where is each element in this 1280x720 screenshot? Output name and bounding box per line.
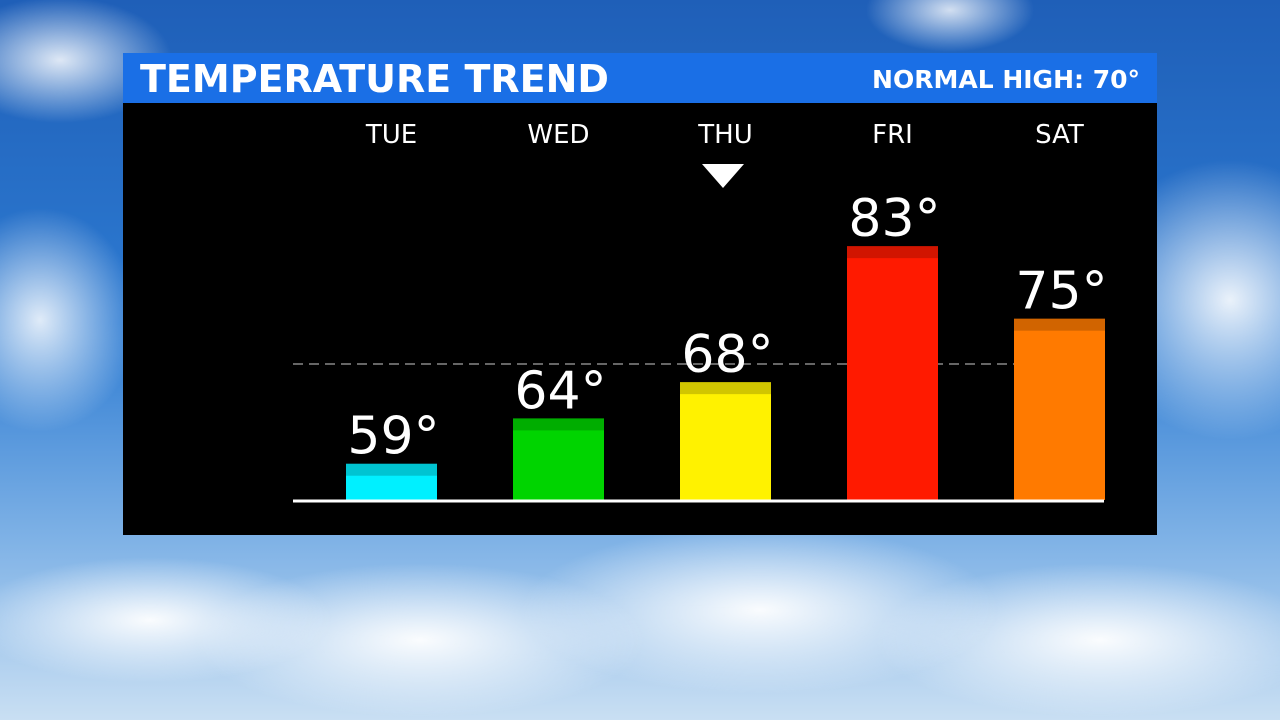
x-tick-label: THU bbox=[697, 120, 752, 150]
x-tick-label: FRI bbox=[872, 120, 913, 150]
bar bbox=[680, 382, 771, 500]
value-label: 64° bbox=[514, 361, 606, 421]
x-tick-label: TUE bbox=[365, 120, 417, 150]
value-label: 83° bbox=[848, 189, 940, 249]
bar-cap bbox=[346, 463, 437, 476]
value-label: 59° bbox=[347, 407, 439, 467]
value-label: 68° bbox=[681, 325, 773, 385]
current-day-marker bbox=[702, 164, 744, 188]
x-tick-label: WED bbox=[527, 120, 589, 150]
bar bbox=[346, 463, 437, 500]
bar bbox=[847, 246, 938, 500]
bar-cap bbox=[513, 418, 604, 431]
value-label: 75° bbox=[1015, 262, 1107, 322]
bar bbox=[1014, 318, 1105, 500]
chart-title: TEMPERATURE TREND bbox=[140, 57, 609, 101]
x-tick-label: SAT bbox=[1035, 120, 1084, 150]
header-bar bbox=[123, 53, 1157, 103]
bar bbox=[513, 418, 604, 500]
bar-cap bbox=[680, 382, 771, 395]
panel bbox=[123, 53, 1157, 535]
bar-cap bbox=[847, 246, 938, 259]
bar-cap bbox=[1014, 318, 1105, 331]
reference-label: NORMAL HIGH: 70° bbox=[872, 65, 1140, 94]
